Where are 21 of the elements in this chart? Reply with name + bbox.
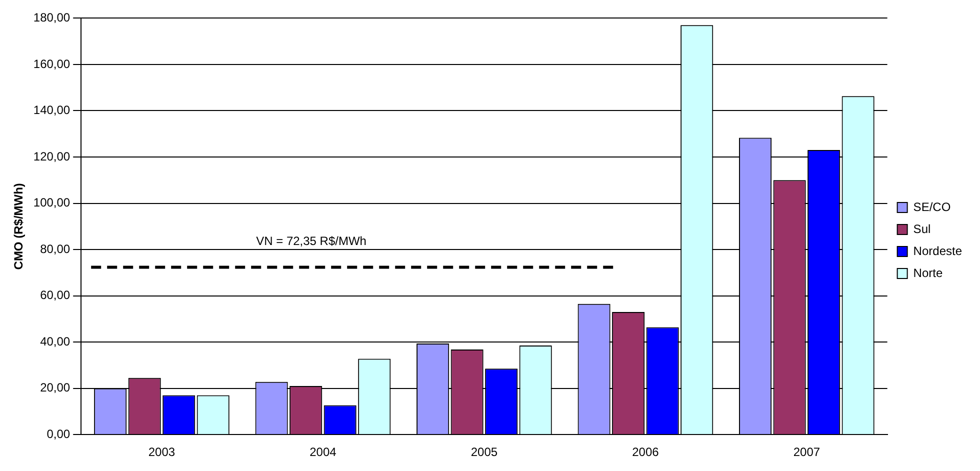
x-tick-label: 2004 [310, 445, 337, 460]
y-tick-label: 20,00 [40, 380, 70, 395]
y-tick-label: 0,00 [46, 426, 70, 441]
legend-label: Sul [913, 222, 931, 236]
x-tick-label: 2007 [793, 445, 820, 460]
y-tick-label: 100,00 [33, 196, 70, 210]
y-tick-label: 60,00 [40, 288, 70, 302]
y-axis-title: CMO (R$/MWh) [12, 183, 26, 270]
x-tick-label: 2006 [632, 445, 660, 460]
x-tick-label: 2003 [148, 445, 176, 460]
x-tick-label: 2005 [470, 445, 498, 460]
y-tick-label: 120,00 [33, 149, 70, 164]
legend-label: SE/CO [913, 200, 951, 214]
y-tick-label: 140,00 [33, 103, 70, 118]
y-tick-label: 160,00 [33, 56, 70, 71]
y-tick-label: 40,00 [40, 334, 70, 348]
y-tick-label: 80,00 [40, 242, 70, 256]
legend-label: Norte [913, 266, 943, 280]
ref-line-label: VN = 72,35 R$/MWh [256, 234, 366, 248]
y-tick-label: 180,00 [33, 10, 70, 25]
legend-label: Nordeste [913, 244, 962, 258]
